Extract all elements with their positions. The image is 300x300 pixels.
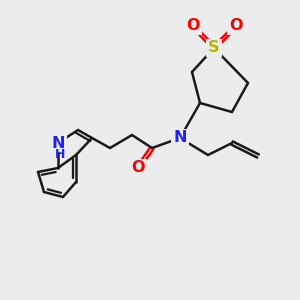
Text: N: N: [51, 136, 65, 151]
Text: O: O: [131, 160, 145, 175]
Text: O: O: [229, 19, 243, 34]
Text: N: N: [173, 130, 187, 146]
Text: S: S: [208, 40, 220, 56]
Text: H: H: [55, 148, 65, 160]
Text: O: O: [186, 19, 200, 34]
